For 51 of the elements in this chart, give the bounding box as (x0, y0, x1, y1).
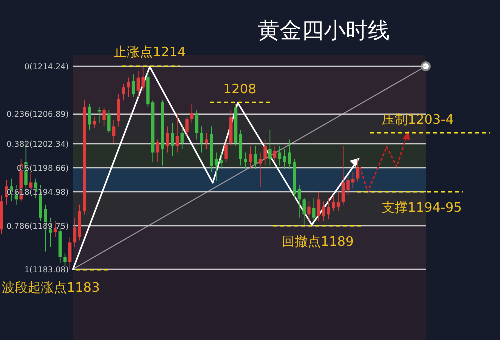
candlestick (122, 84, 126, 102)
candlestick (244, 152, 248, 170)
ref-line-label: 0.236(1206.89) (6, 110, 69, 120)
annotation: 止涨点1214 (114, 46, 186, 60)
candlestick (64, 253, 67, 268)
candlestick (132, 74, 136, 98)
candlestick (176, 113, 180, 154)
ref-line-label: 0(1214.24) (24, 62, 69, 72)
candlestick (190, 103, 194, 124)
candlestick (356, 158, 360, 182)
candlestick (117, 94, 121, 128)
annotation: 回撤点1189 (273, 225, 362, 250)
candlestick (205, 132, 208, 150)
candlestick (166, 126, 170, 154)
candlestick (186, 116, 189, 137)
ref-line-label: 1(1183.08) (24, 265, 69, 274)
annotation: 止涨点1214 (114, 46, 186, 68)
candlestick (171, 123, 174, 156)
candlestick (224, 139, 228, 163)
candlestick (112, 120, 116, 144)
candlestick (68, 237, 72, 270)
candlestick (88, 103, 92, 130)
candlestick (102, 108, 106, 128)
annotation: 压制1203-4 (370, 113, 490, 134)
candlestick (127, 77, 130, 98)
candlestick (214, 152, 218, 182)
candlestick (264, 139, 267, 166)
candlestick (302, 198, 306, 226)
candlestick (200, 126, 204, 154)
candlestick (180, 126, 184, 150)
candlestick (195, 110, 199, 140)
candlestick (254, 146, 258, 170)
annotation: 1208 (223, 82, 257, 98)
candlestick (156, 139, 160, 163)
candlestick (308, 201, 311, 222)
candlestick (273, 146, 277, 163)
candlestick (336, 191, 340, 212)
chart-title: 黄金四小时线 (258, 19, 390, 44)
annotation: 支撑1194-95 (357, 191, 463, 216)
candlestick (317, 191, 321, 222)
annotation: 回撤点1189 (282, 235, 354, 250)
candlestick (220, 152, 223, 170)
annotation: 1208 (210, 82, 270, 104)
annotation: 支撑1194-95 (382, 200, 462, 216)
candlestick (312, 198, 316, 222)
candlestick (249, 146, 252, 170)
candlestick (298, 184, 302, 218)
candlestick (258, 152, 262, 188)
candlestick (268, 130, 272, 166)
candlestick (73, 218, 77, 248)
candlestick (108, 110, 111, 134)
